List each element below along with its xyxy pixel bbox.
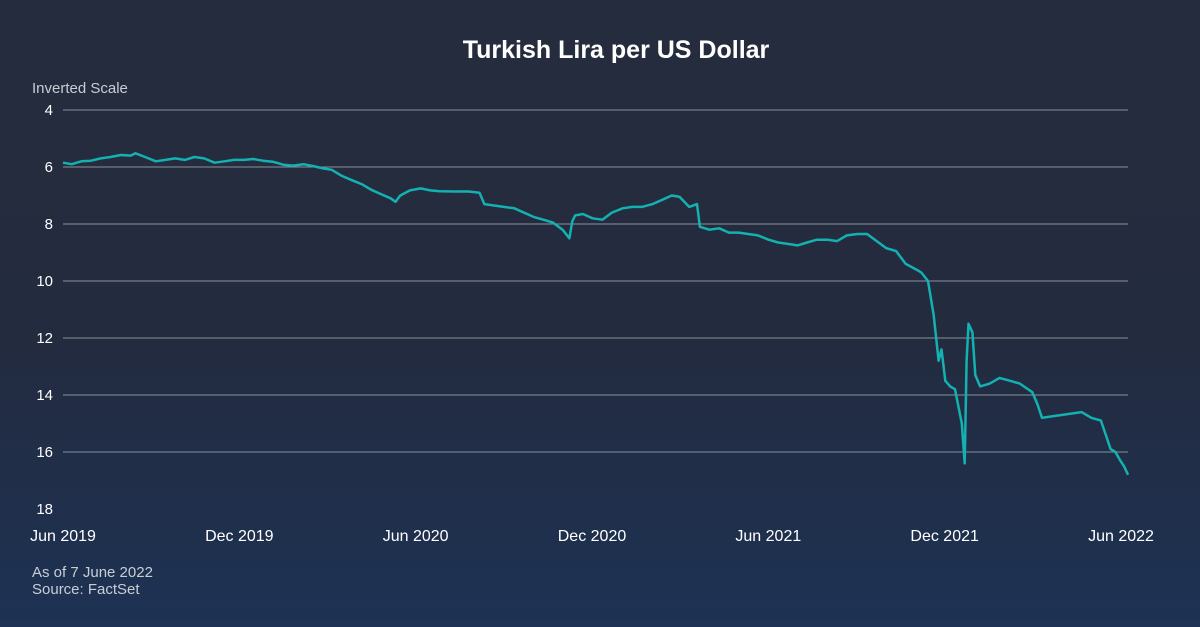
- scale-note: Inverted Scale: [32, 80, 128, 97]
- x-tick-label: Dec 2019: [205, 528, 274, 545]
- x-tick-label: Jun 2019: [30, 528, 96, 545]
- y-tick-label: 4: [45, 102, 53, 119]
- y-axis: 4 6 8 10 12 14 16 18: [36, 102, 53, 518]
- footnote: As of 7 June 2022 Source: FactSet: [32, 564, 153, 598]
- y-tick-label: 18: [36, 501, 53, 518]
- source-note: Source: FactSet: [32, 581, 140, 598]
- gridlines: [63, 109, 1128, 453]
- y-tick-label: 8: [45, 216, 53, 233]
- y-tick-label: 6: [45, 159, 53, 176]
- x-tick-label: Dec 2021: [910, 528, 979, 545]
- x-tick-label: Jun 2020: [383, 528, 449, 545]
- y-tick-label: 10: [36, 273, 53, 290]
- chart-title: Turkish Lira per US Dollar: [462, 36, 770, 64]
- as-of-note: As of 7 June 2022: [32, 564, 153, 581]
- y-tick-label: 12: [36, 330, 53, 347]
- y-tick-label: 16: [36, 444, 53, 461]
- x-tick-label: Jun 2022: [1088, 528, 1154, 545]
- x-axis: Jun 2019 Dec 2019 Jun 2020 Dec 2020 Jun 2021…: [30, 528, 1154, 545]
- series-line: [62, 152, 1130, 476]
- x-tick-label: Dec 2020: [558, 528, 627, 545]
- x-tick-label: Jun 2021: [735, 528, 801, 545]
- y-tick-label: 14: [36, 387, 53, 404]
